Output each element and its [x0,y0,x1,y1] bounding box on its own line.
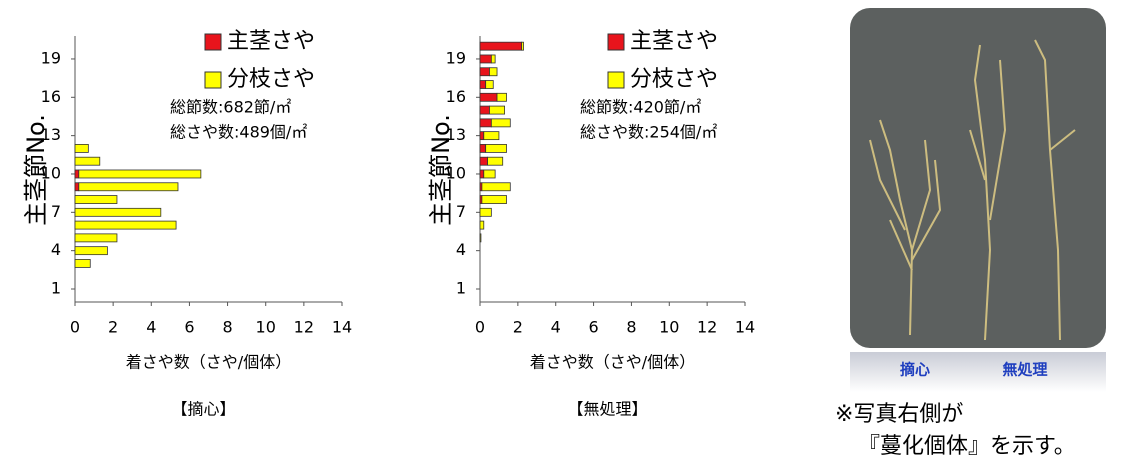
bar [74,259,91,268]
x-axis-label: 着さや数（さや/個体） [126,353,291,372]
y-tick-label: 16 [41,87,61,106]
photo [850,8,1106,348]
bar [481,182,511,192]
bar [479,67,490,77]
y-tick-label: 7 [51,202,61,221]
y-tick-label: 4 [51,240,61,259]
bar [74,169,80,179]
y-tick-label: 10 [41,163,61,182]
x-tick-label: 0 [70,318,80,337]
bar [74,220,177,230]
legend-swatch [607,33,625,51]
y-tick-label: 13 [41,125,61,144]
y-tick-label: 4 [456,240,466,259]
x-tick-label: 10 [256,318,276,337]
y-tick-label: 16 [446,87,466,106]
x-tick-label: 10 [659,318,679,337]
x-tick-label: 8 [222,318,232,337]
caption: 【摘心】 [171,400,235,419]
legend-label: 主茎さや [227,29,315,54]
bar [74,246,108,256]
legend-swatch [607,71,625,89]
annotation: 総さや数:254個/㎡ [580,123,717,142]
y-tick-label: 1 [51,279,61,298]
bar [489,67,498,77]
x-tick-label: 6 [588,318,598,337]
bar [74,182,80,192]
bar [479,233,482,243]
bar [487,156,504,166]
bar [74,233,118,243]
bar [78,182,179,192]
y-tick-label: 1 [456,279,466,298]
legend-label: 分枝さや [227,67,315,92]
x-tick-label: 4 [146,318,156,337]
bar [490,118,511,128]
y-tick-label: 10 [446,163,466,182]
y-tick-label: 7 [456,202,466,221]
note: 『蔓化個体』を示す。 [858,434,1076,459]
bar [479,207,492,217]
photo-label: 無処理 [1002,361,1047,379]
bar [479,41,523,51]
x-axis-label: 着さや数（さや/個体） [530,353,695,372]
bar [479,144,487,153]
bar [74,195,118,204]
y-tick-label: 19 [446,48,466,67]
annotation: 総さや数:489個/㎡ [170,123,307,142]
legend-label: 主茎さや [630,29,718,54]
x-tick-label: 8 [626,318,636,337]
bar [496,92,507,102]
photo-reflection [850,352,1106,392]
photo-label: 摘心 [900,361,930,379]
bar [479,131,485,141]
bar [479,80,487,89]
y-axis-label: 主茎節No. [22,114,50,226]
bar [479,92,498,102]
bar [490,54,496,64]
bar [485,144,507,153]
bar [479,105,490,115]
bar [74,156,101,166]
bar [521,41,524,51]
legend-swatch [204,33,222,51]
x-tick-label: 14 [332,318,352,337]
bar [78,169,202,179]
plant-illustration [869,39,1076,341]
bar [489,105,506,115]
x-tick-label: 14 [735,318,755,337]
y-axis-label: 主茎節No. [427,114,455,226]
bar [485,80,494,89]
x-tick-label: 6 [184,318,194,337]
x-tick-label: 2 [513,318,523,337]
x-tick-label: 12 [697,318,717,337]
bar [479,54,492,64]
x-tick-label: 4 [551,318,561,337]
x-tick-label: 0 [475,318,485,337]
y-tick-label: 19 [41,48,61,67]
bar [74,207,162,217]
legend-label: 分枝さや [630,67,718,92]
x-tick-label: 12 [294,318,314,337]
bar [483,131,500,141]
annotation: 総節数:420節/㎡ [580,98,701,117]
bar [479,156,488,166]
bar [479,118,492,128]
bar [479,220,485,230]
x-tick-label: 2 [108,318,118,337]
bar [481,195,507,204]
bar [74,144,89,153]
bar [483,169,496,179]
legend-swatch [204,71,222,89]
note: ※写真右側が [835,402,963,427]
caption: 【無処理】 [567,400,647,419]
bar [479,169,485,179]
y-tick-label: 13 [446,125,466,144]
annotation: 総節数:682節/㎡ [170,98,291,117]
